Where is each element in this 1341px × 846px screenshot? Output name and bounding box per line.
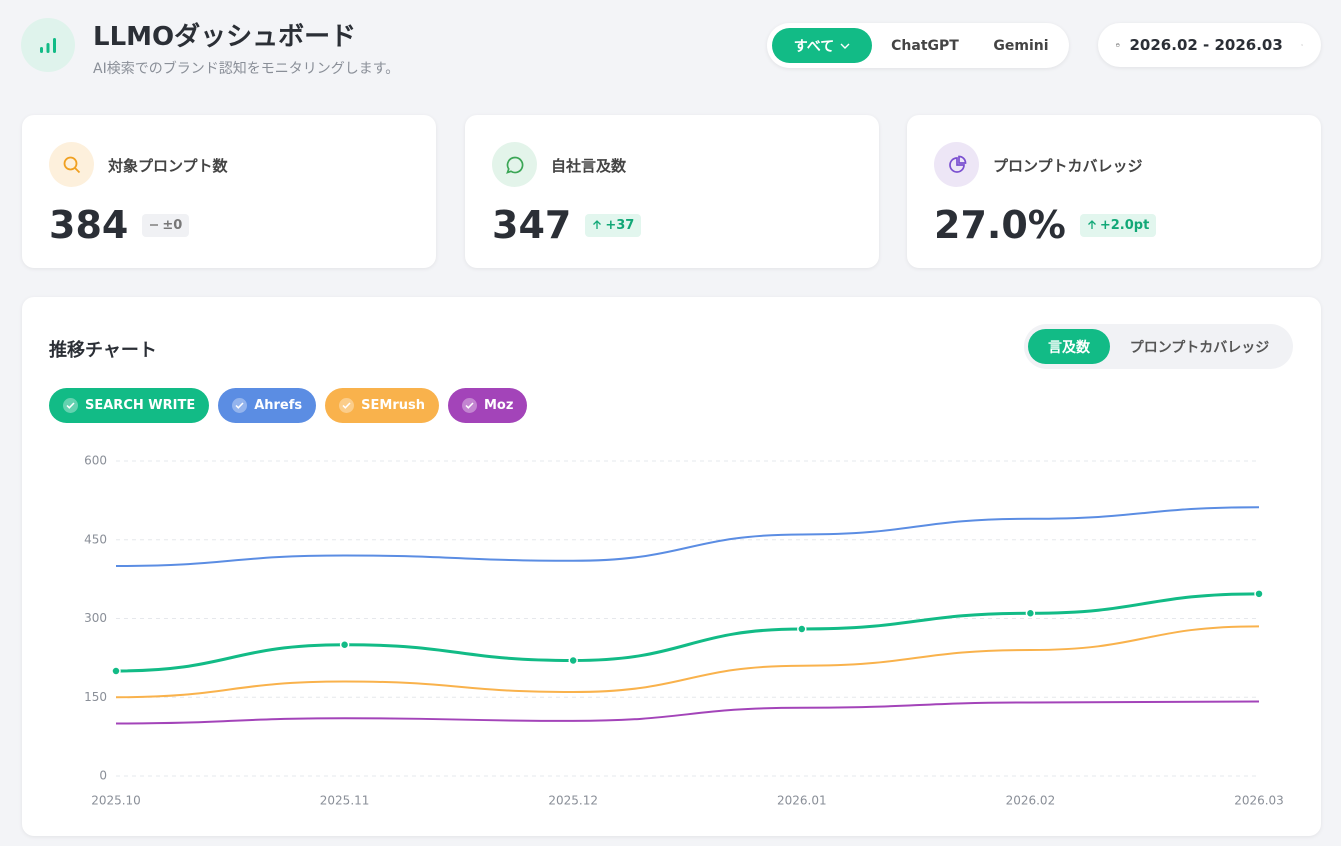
legend-label: Moz	[483, 398, 514, 413]
chart-tab[interactable]: 言及数	[1028, 329, 1110, 364]
page-title: LLMOダッシュボード	[93, 22, 357, 52]
model-option[interactable]: すべて	[772, 28, 872, 63]
change-text: ±0	[162, 217, 183, 233]
x-tick-label: 2025.10	[91, 794, 141, 808]
y-tick-label: 450	[84, 532, 107, 546]
card-value: 384	[49, 203, 129, 247]
legend-label: SEARCH WRITE	[85, 398, 196, 413]
card-icon	[49, 142, 94, 187]
series-line	[115, 506, 1260, 567]
card-value: 347	[492, 203, 572, 247]
model-option[interactable]: ChatGPT	[891, 37, 959, 54]
change-text: +37	[605, 217, 635, 233]
check-icon	[63, 398, 78, 413]
legend-chip[interactable]: Ahrefs	[218, 388, 317, 423]
card-change: +37	[585, 213, 642, 237]
check-icon	[339, 398, 355, 413]
card-value: 27.0%	[934, 203, 1066, 247]
x-tick-label: 2026.02	[1006, 794, 1056, 808]
stat-card: 対象プロンプト数 384 ±0	[22, 115, 436, 268]
period-picker[interactable]: 2026.02 - 2026.03	[1098, 23, 1321, 67]
card-change: ±0	[142, 213, 190, 237]
series-line	[115, 625, 1260, 699]
page-subtitle: AI検索でのブランド認知をモニタリングします。	[93, 61, 400, 77]
chevron	[1300, 44, 1303, 46]
chart-title: 推移チャート	[49, 340, 157, 361]
check-icon	[461, 398, 477, 413]
chevron	[840, 43, 850, 49]
data-point	[111, 666, 121, 676]
card-change: +2.0pt	[1079, 213, 1157, 237]
card-label: 対象プロンプト数	[108, 157, 228, 175]
data-point	[568, 655, 578, 666]
card-icon	[934, 142, 979, 187]
series-line	[115, 700, 1260, 725]
y-tick-label: 150	[84, 690, 107, 704]
series-line	[115, 592, 1260, 673]
x-tick-label: 2025.11	[320, 794, 370, 808]
logo	[21, 18, 75, 72]
legend-chip[interactable]: SEMrush	[325, 388, 439, 423]
model-option[interactable]: Gemini	[993, 37, 1049, 54]
legend-chip[interactable]: SEARCH WRITE	[49, 388, 210, 423]
x-tick-label: 2026.03	[1234, 794, 1284, 808]
legend: SEARCH WRITE Ahrefs SEMrush Moz	[49, 388, 528, 423]
line-chart: 0 150 300 450 600 2025.10 2025.11 2025.12 2026.0…	[84, 454, 1284, 808]
y-tick-label: 300	[84, 611, 107, 625]
data-point	[1254, 589, 1264, 599]
x-tick-label: 2025.12	[548, 794, 598, 808]
card-label: プロンプトカバレッジ	[993, 157, 1143, 175]
legend-label: SEMrush	[361, 398, 425, 413]
x-tick-label: 2026.01	[777, 794, 827, 808]
legend-label: Ahrefs	[254, 398, 303, 413]
chart-tabs: 言及数 プロンプトカバレッジ	[1024, 324, 1293, 369]
chart-tab[interactable]: プロンプトカバレッジ	[1129, 339, 1270, 356]
logo-icon	[40, 38, 56, 53]
period-label: 2026.02 - 2026.03	[1129, 36, 1283, 54]
card-label: 自社言及数	[551, 157, 627, 175]
data-point	[1025, 608, 1036, 618]
y-tick-label: 0	[99, 769, 107, 783]
y-tick-label: 600	[84, 454, 107, 468]
check-icon	[232, 398, 248, 413]
data-point	[339, 640, 350, 650]
stat-card: プロンプトカバレッジ 27.0% +2.0pt	[907, 115, 1321, 268]
stat-card: 自社言及数 347 +37	[465, 115, 879, 268]
legend-chip[interactable]: Moz	[447, 388, 528, 423]
model-filter: すべて ChatGPT Gemini	[767, 23, 1069, 68]
chart-card: 推移チャート 言及数 プロンプトカバレッジ SEARCH WRITE Ahrefs…	[22, 297, 1321, 836]
change-text: +2.0pt	[1099, 217, 1150, 233]
calendar-icon	[1116, 43, 1120, 47]
data-point	[797, 624, 807, 634]
model-label: すべて	[793, 38, 835, 55]
card-icon	[492, 142, 537, 187]
